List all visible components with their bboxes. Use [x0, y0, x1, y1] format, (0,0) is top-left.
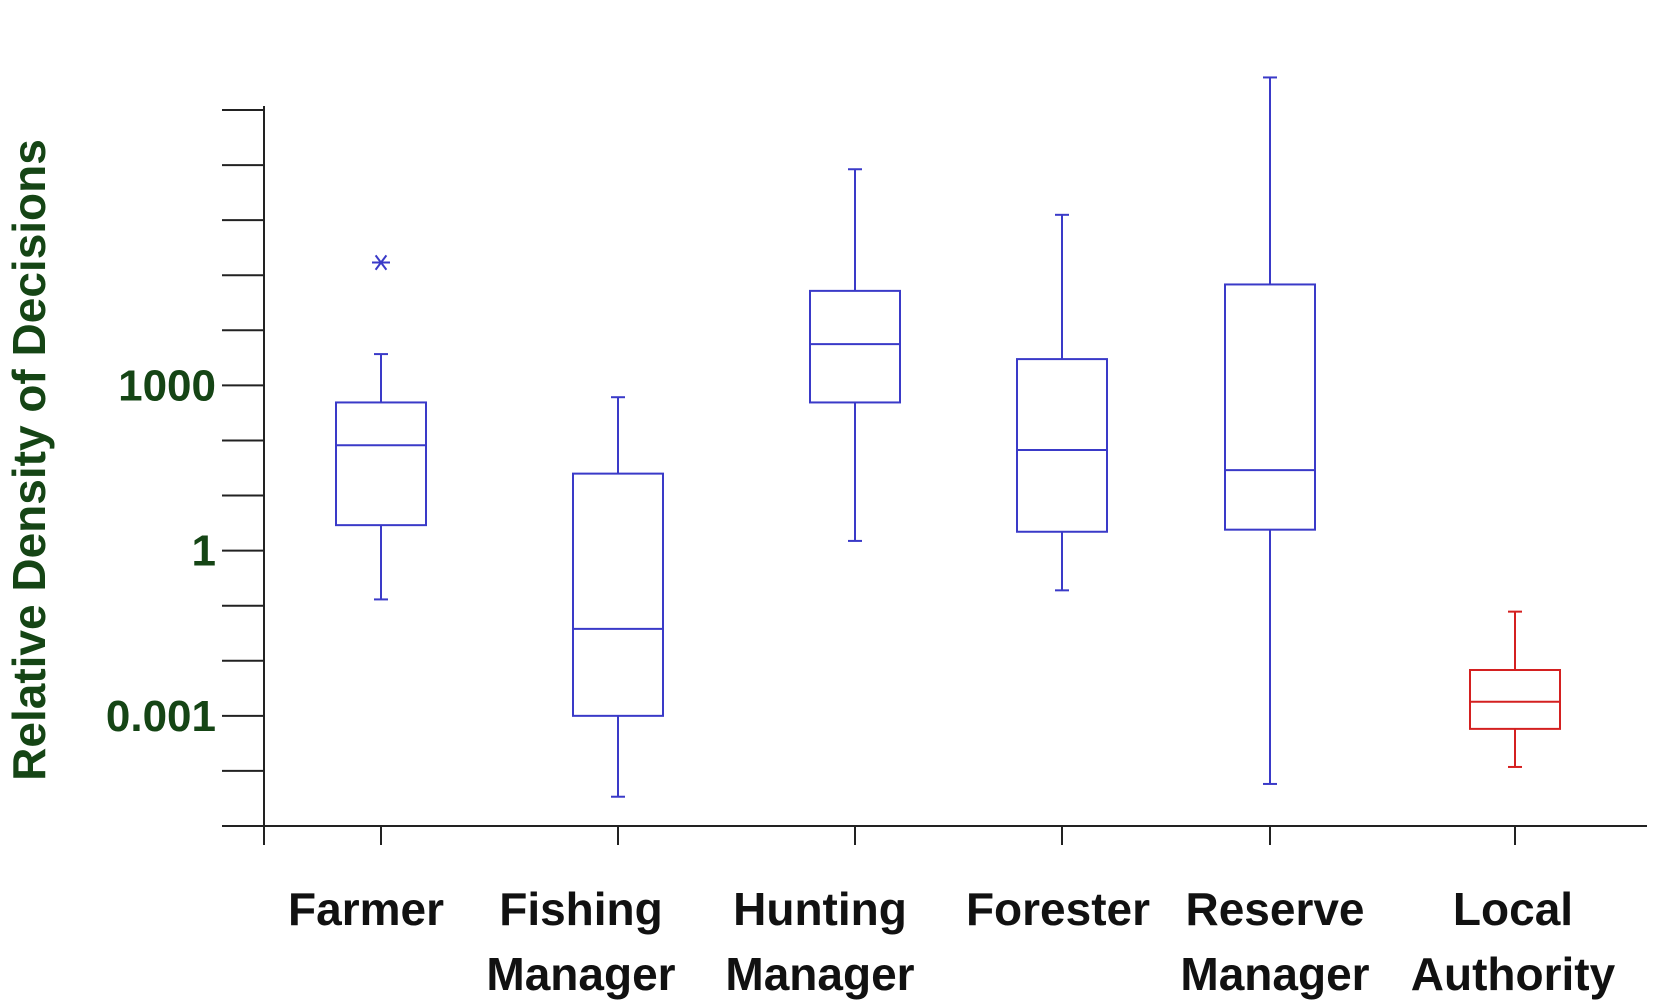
y-ticks	[222, 109, 264, 827]
x-ticks	[263, 826, 1516, 845]
iqr-box	[572, 472, 664, 717]
iqr-box	[1016, 358, 1108, 533]
box-6	[1469, 610, 1561, 768]
iqr-box	[809, 289, 901, 404]
box-2	[572, 396, 664, 798]
box-5	[1224, 76, 1316, 785]
category-label: Hunting	[733, 883, 907, 935]
category-label: Local	[1453, 883, 1573, 935]
category-labels: Farmer Fishing Manager Hunting Manager Forest…	[288, 883, 1616, 1000]
y-tick-label: 1000	[118, 361, 216, 410]
category-label: Authority	[1411, 948, 1616, 1000]
box-4	[1016, 213, 1108, 592]
iqr-box	[1224, 283, 1316, 531]
boxes	[335, 76, 1561, 798]
box-1	[335, 254, 427, 601]
outlier-stroke	[374, 254, 388, 271]
category-label: Farmer	[288, 883, 444, 935]
y-tick-label: 1	[192, 527, 216, 576]
y-tick-labels: 1000 1 0.001	[106, 361, 216, 740]
category-label: Manager	[1180, 948, 1369, 1000]
box-3	[809, 168, 901, 542]
iqr-box	[335, 401, 427, 527]
category-label: Manager	[486, 948, 675, 1000]
iqr-box	[1469, 668, 1561, 730]
category-label: Forester	[966, 883, 1150, 935]
category-label: Reserve	[1185, 883, 1364, 935]
category-label: Manager	[725, 948, 914, 1000]
outlier-marker	[372, 254, 390, 271]
category-label: Fishing	[499, 883, 663, 935]
y-tick-label: 0.001	[106, 692, 216, 741]
y-axis-label: Relative Density of Decisions	[3, 139, 55, 781]
